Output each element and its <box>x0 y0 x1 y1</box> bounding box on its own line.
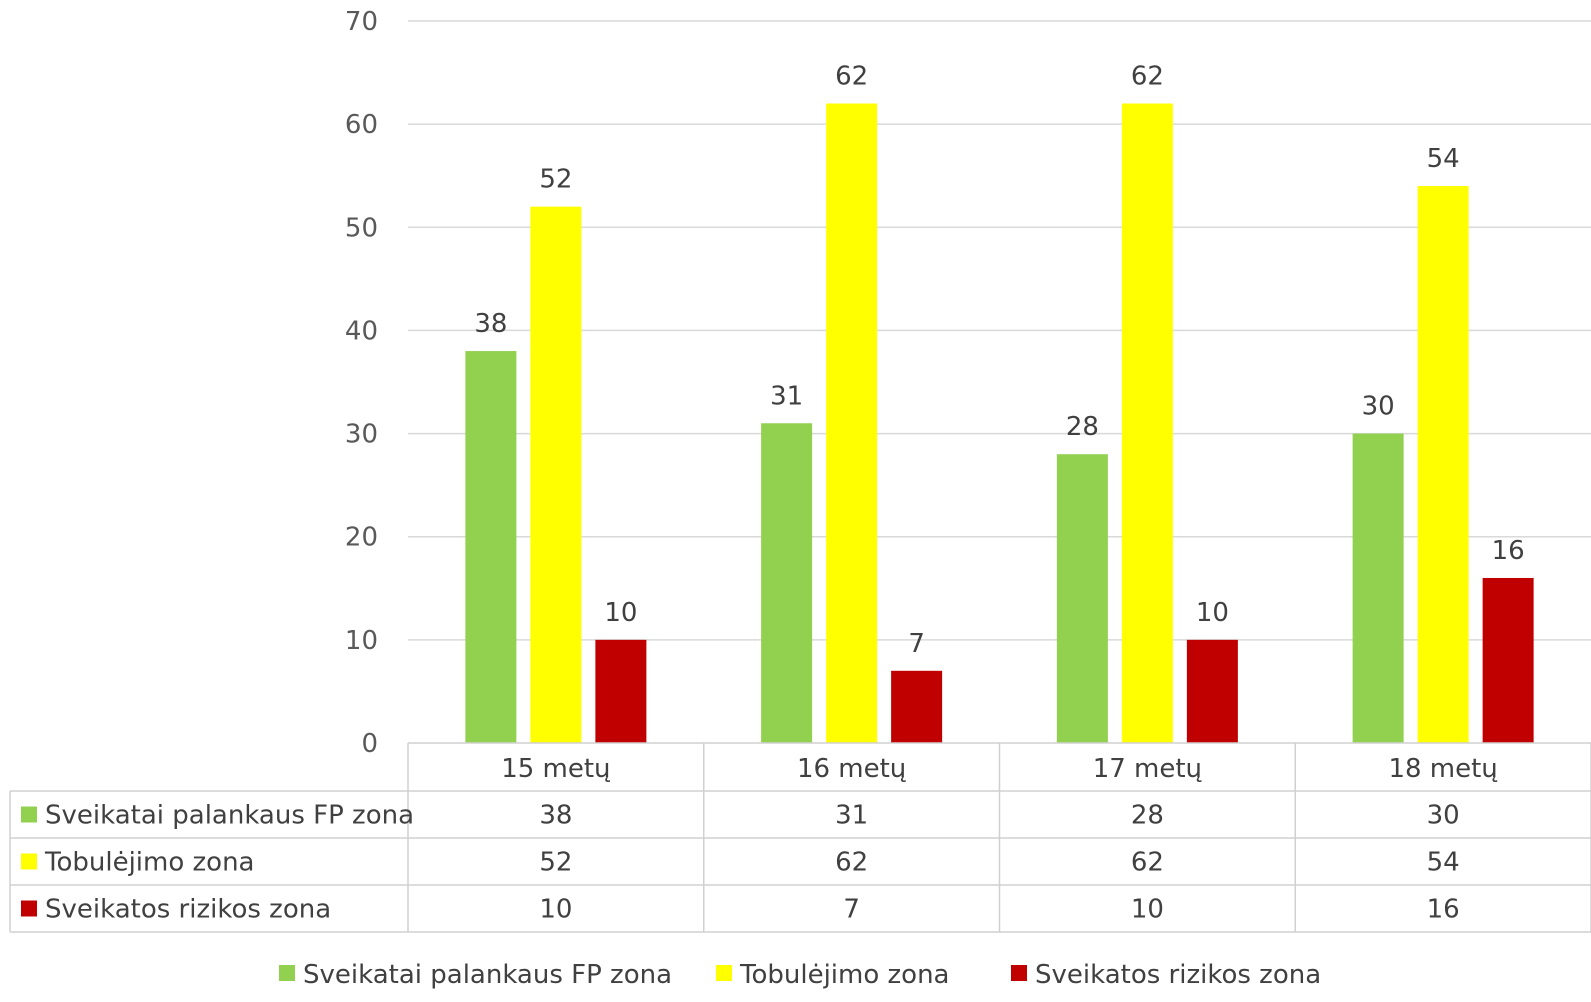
table-row-label: Sveikatai palankaus FP zona <box>45 801 414 831</box>
table-category-header: 18 metų <box>1388 754 1497 784</box>
bar <box>1056 454 1108 743</box>
table-category-header: 17 metų <box>1093 754 1202 784</box>
bar <box>595 639 647 743</box>
table-cell: 38 <box>539 801 572 831</box>
data-label: 62 <box>835 62 868 92</box>
table-cell: 62 <box>1131 848 1164 878</box>
data-label: 10 <box>1196 598 1229 628</box>
legend-label: Sveikatai palankaus FP zona <box>303 960 672 990</box>
legend-key <box>279 965 295 981</box>
y-tick-label: 40 <box>345 316 378 346</box>
bar <box>761 423 813 743</box>
table-cell: 28 <box>1131 801 1164 831</box>
data-label: 54 <box>1427 144 1460 174</box>
table-legend-key <box>21 853 37 870</box>
bar <box>530 206 582 743</box>
bar <box>1186 639 1238 743</box>
table-cell: 16 <box>1427 895 1460 925</box>
legend-label: Sveikatos rizikos zona <box>1035 960 1321 990</box>
table-cell: 7 <box>843 895 860 925</box>
y-axis-ticks: 0 10 20 30 40 50 60 70 <box>345 7 378 759</box>
legend-label: Tobulėjimo zona <box>739 960 950 990</box>
y-tick-label: 10 <box>345 626 378 656</box>
bar <box>465 351 517 743</box>
data-label: 38 <box>474 309 507 339</box>
table-row-label: Sveikatos rizikos zona <box>45 895 331 925</box>
table-cell: 10 <box>1131 895 1164 925</box>
data-label: 10 <box>604 598 637 628</box>
y-tick-label: 70 <box>345 7 378 37</box>
y-tick-label: 0 <box>361 729 378 759</box>
bar <box>1352 433 1404 743</box>
gridlines <box>408 20 1591 641</box>
table-legend-key <box>21 806 37 823</box>
y-tick-label: 20 <box>345 523 378 553</box>
y-tick-label: 30 <box>345 420 378 450</box>
data-label: 28 <box>1066 412 1099 442</box>
data-label: 16 <box>1492 536 1525 566</box>
table-cell: 31 <box>835 801 868 831</box>
table-cell: 10 <box>539 895 572 925</box>
y-tick-label: 60 <box>345 110 378 140</box>
data-label: 31 <box>770 381 803 411</box>
bar <box>1417 186 1469 743</box>
legend: Sveikatai palankaus FP zona Tobulėjimo zo… <box>279 960 1321 990</box>
legend-key <box>716 965 732 981</box>
data-label: 62 <box>1131 62 1164 92</box>
bar <box>1121 103 1173 743</box>
table-row-label: Tobulėjimo zona <box>44 848 255 878</box>
table-category-header: 15 metų <box>501 754 610 784</box>
data-labels: 38 52 10 31 62 7 28 62 10 30 54 16 <box>474 62 1524 659</box>
data-label: 52 <box>539 165 572 195</box>
data-label: 7 <box>908 629 925 659</box>
legend-key <box>1011 965 1027 981</box>
table-cell: 30 <box>1427 801 1460 831</box>
bar <box>826 103 878 743</box>
data-table: 15 metų 16 metų 17 metų 18 metų Sveikatai pa… <box>9 742 1591 933</box>
table-legend-key <box>21 900 37 917</box>
table-cell: 52 <box>539 848 572 878</box>
bar <box>1482 577 1534 743</box>
data-label: 30 <box>1362 392 1395 422</box>
table-category-header: 16 metų <box>797 754 906 784</box>
bars <box>465 103 1534 743</box>
table-cell: 62 <box>835 848 868 878</box>
table-cell: 54 <box>1427 848 1460 878</box>
bar <box>891 670 943 743</box>
y-tick-label: 50 <box>345 213 378 243</box>
